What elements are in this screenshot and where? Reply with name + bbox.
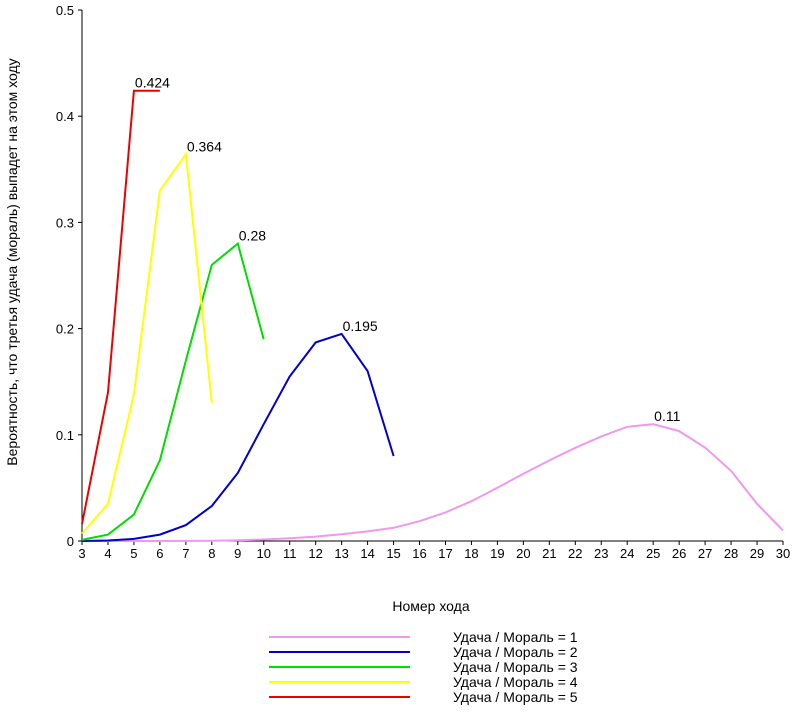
x-tick-label: 25 xyxy=(646,546,660,561)
x-tick-label: 12 xyxy=(308,546,322,561)
y-tick-label: 0.5 xyxy=(56,3,74,18)
y-axis-label: Вероятность, что третья удача (мораль) в… xyxy=(4,58,20,465)
peak-label-2: 0.195 xyxy=(343,318,378,334)
x-tick-label: 3 xyxy=(78,546,85,561)
peak-label-3: 0.28 xyxy=(239,228,266,244)
y-tick-label: 0.2 xyxy=(56,322,74,337)
x-tick-label: 16 xyxy=(412,546,426,561)
x-tick-label: 15 xyxy=(386,546,400,561)
peak-label-5: 0.424 xyxy=(135,75,170,91)
series-line-3 xyxy=(81,241,265,541)
x-tick-label: 29 xyxy=(750,546,764,561)
x-tick-label: 17 xyxy=(438,546,452,561)
x-tick-label: 30 xyxy=(776,546,790,561)
series-line-1 xyxy=(82,423,784,542)
x-tick-label: 8 xyxy=(208,546,215,561)
x-tick-label: 26 xyxy=(672,546,686,561)
legend-label-2: Удача / Мораль = 2 xyxy=(453,644,578,660)
x-tick-label: 9 xyxy=(234,546,241,561)
peak-label-1: 0.11 xyxy=(654,408,680,424)
y-tick-label: 0 xyxy=(67,534,74,549)
x-tick-label: 23 xyxy=(594,546,608,561)
x-tick-label: 13 xyxy=(334,546,348,561)
legend-label-5: Удача / Мораль = 5 xyxy=(453,689,578,705)
x-tick-label: 19 xyxy=(490,546,504,561)
y-tick-label: 0.4 xyxy=(56,109,74,124)
series-line-5 xyxy=(81,89,160,525)
x-tick-label: 28 xyxy=(724,546,738,561)
y-tick-label: 0.3 xyxy=(56,215,74,230)
x-tick-label: 20 xyxy=(516,546,530,561)
x-tick-label: 4 xyxy=(104,546,111,561)
x-tick-label: 27 xyxy=(698,546,712,561)
series-lines xyxy=(81,89,784,542)
y-tick-label: 0.1 xyxy=(56,428,74,443)
series-line-4 xyxy=(81,151,213,535)
x-tick-label: 7 xyxy=(182,546,189,561)
x-tick-label: 5 xyxy=(130,546,137,561)
legend-label-3: Удача / Мораль = 3 xyxy=(453,659,578,675)
peak-label-4: 0.364 xyxy=(187,138,222,154)
x-tick-label: 10 xyxy=(257,546,271,561)
x-tick-label: 14 xyxy=(360,546,374,561)
x-tick-label: 6 xyxy=(156,546,163,561)
legend-label-4: Удача / Мораль = 4 xyxy=(453,674,578,690)
series-line-2 xyxy=(81,332,395,542)
x-tick-label: 11 xyxy=(283,546,297,561)
peak-labels: 0.11 0.195 0.28 0.364 0.424 xyxy=(135,75,681,424)
x-axis-label: Номер хода xyxy=(392,598,469,614)
x-tick-label: 21 xyxy=(542,546,556,561)
x-tick-label: 24 xyxy=(620,546,634,561)
tick-labels: 3 4 5 6 7 8 9 10 11 12 13 14 15 16 17 18 19 20 21 22 23 24 25 2… xyxy=(56,3,790,561)
axes xyxy=(78,9,784,545)
legend-label-1: Удача / Мораль = 1 xyxy=(453,629,578,645)
x-tick-label: 18 xyxy=(464,546,478,561)
x-tick-label: 22 xyxy=(568,546,582,561)
